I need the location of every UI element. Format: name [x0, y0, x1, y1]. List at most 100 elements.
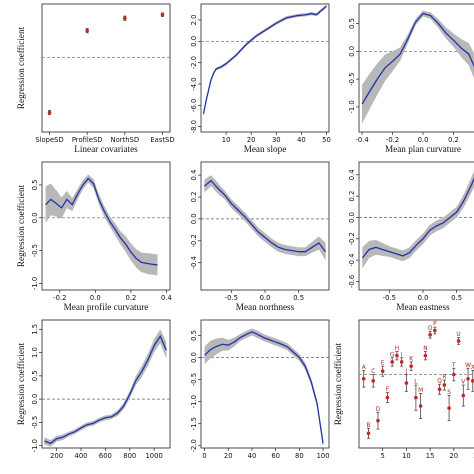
x-tick-label: -0.5: [383, 294, 396, 302]
x-tick-label: SlopeSD: [35, 136, 63, 144]
y-tick-label: 0.0: [348, 46, 356, 57]
x-tick-label: -0.2: [386, 136, 399, 144]
estimate-point: [362, 377, 366, 381]
y-tick-label: 0.2: [348, 191, 356, 202]
y-tick-label: 0.0: [31, 212, 39, 223]
estimate-point: [414, 396, 418, 400]
estimate-point: [123, 16, 127, 20]
point-label: S: [447, 390, 451, 396]
x-tick-label: 100: [317, 452, 330, 460]
point-label: D: [376, 407, 381, 413]
estimate-point: [376, 419, 380, 423]
y-tick-label: 0.0: [190, 36, 198, 47]
y-tick-label: -1.0: [348, 100, 356, 113]
y-tick-label: 0.2: [190, 192, 198, 203]
y-tick-label: -6.0: [190, 99, 198, 112]
y-tick-label: -0.2: [348, 232, 356, 245]
x-tick-label: 15: [426, 452, 435, 460]
estimate-point: [457, 339, 461, 343]
x-tick-label: 60: [271, 452, 280, 460]
confidence-band: [204, 5, 327, 116]
y-axis-label: Regression coefficient: [333, 342, 343, 425]
y-axis-label: Regression coefficient: [16, 184, 26, 267]
x-tick-label: ProfileSD: [72, 136, 103, 144]
y-tick-label: -0.4: [190, 256, 198, 269]
x-tick-label: 800: [123, 452, 136, 460]
x-tick-label: NorthSD: [111, 136, 140, 144]
y-tick-label: -0.5: [31, 416, 39, 429]
y-tick-label: 2.0: [190, 15, 198, 26]
estimate-point: [443, 383, 447, 387]
plot-frame: [42, 320, 170, 448]
x-tick-label: 1000: [145, 452, 162, 460]
x-axis-label: Mean plan curvature: [385, 144, 461, 154]
y-tick-label: -0.5: [31, 244, 39, 257]
x-tick-label: 40: [248, 452, 257, 460]
x-tick-label: 10: [402, 452, 411, 460]
x-tick-label: 0.5: [293, 294, 304, 302]
y-tick-label: 0.0: [31, 394, 39, 405]
x-tick-label: 40: [297, 136, 306, 144]
y-tick-label: 0.4: [348, 169, 356, 180]
y-tick-label: -0.5: [348, 72, 356, 85]
x-axis-label: Mean eastness: [396, 302, 450, 312]
estimate-point: [381, 369, 385, 373]
x-tick-label: 200: [50, 452, 63, 460]
series-line: [44, 336, 166, 443]
estimate-point: [433, 329, 437, 333]
x-tick-label: 50: [322, 136, 331, 144]
y-tick-label: -1.5: [190, 417, 198, 430]
estimate-point: [85, 29, 89, 33]
point-label: N: [423, 346, 427, 352]
estimate-point: [400, 360, 404, 364]
estimate-point: [447, 406, 451, 410]
y-axis-label: Regression coefficient: [16, 342, 26, 425]
x-axis-label: Mean profile curvature: [64, 302, 149, 312]
estimate-point: [438, 387, 442, 391]
x-tick-label: 30: [272, 136, 281, 144]
estimate-point: [466, 377, 470, 381]
y-axis-label: Regression coefficient: [16, 26, 26, 109]
y-tick-label: 0.5: [31, 370, 39, 381]
panel-4: -1.0-0.50.00.5-0.2 0.0 0.2 0.4Mean profile …: [16, 162, 172, 312]
panel-7: -1.0-0.50.00.51.01.5200 400 600 800 1000Regr…: [16, 320, 170, 460]
x-tick-label: 0: [202, 452, 206, 460]
x-tick-label: 10: [222, 136, 231, 144]
plot-frame: [359, 162, 474, 290]
estimate-point: [452, 373, 456, 377]
x-tick-label: 20: [247, 136, 256, 144]
point-label: J: [405, 369, 408, 375]
y-tick-label: -1.0: [190, 395, 198, 408]
y-tick-label: 0.5: [31, 180, 39, 191]
point-label: E: [381, 361, 385, 367]
estimate-point: [419, 404, 423, 408]
x-tick-label: 20: [224, 452, 233, 460]
series-line: [204, 6, 327, 114]
panel-8: -2.0-1.5-1.0-0.50.00.50 20 40 60 80 100: [190, 320, 330, 460]
x-tick-label: 400: [75, 452, 88, 460]
x-tick-label: 0.0: [90, 294, 101, 302]
x-tick-label: 600: [99, 452, 112, 460]
x-tick-label: -0.2: [53, 294, 66, 302]
y-tick-label: -4.0: [190, 77, 198, 90]
x-tick-label: 0.4: [161, 294, 172, 302]
panel-2: -8.0 -6.0 -4.0 -2.0 0.0 2.0 10 20 30 40 50 Mean slo…: [190, 4, 331, 154]
point-label: H: [395, 346, 399, 352]
point-label: V: [461, 380, 465, 386]
x-tick-label: 0.0: [418, 294, 429, 302]
point-label: P: [433, 322, 437, 328]
x-tick-label: 0.0: [260, 294, 271, 302]
y-tick-label: 1.5: [31, 324, 39, 335]
y-tick-label: -2.0: [190, 439, 198, 452]
estimate-point: [405, 381, 409, 385]
confidence-band: [362, 11, 474, 124]
estimate-point: [390, 360, 394, 364]
x-axis-label: Mean northness: [236, 302, 295, 312]
point-label: C: [371, 369, 375, 375]
x-tick-label: EastSD: [150, 136, 174, 144]
y-tick-label: -0.6: [348, 275, 356, 288]
estimate-point: [386, 396, 390, 400]
y-tick-label: 0.4: [190, 170, 198, 181]
